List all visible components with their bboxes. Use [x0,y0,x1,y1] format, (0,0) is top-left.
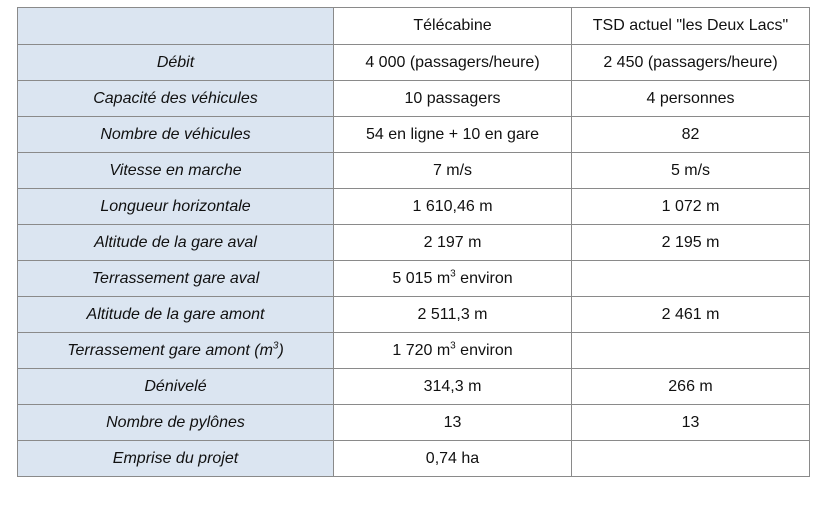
row-label-emprise: Emprise du projet [17,440,334,477]
header-corner-cell [17,7,334,45]
cell-telecabine-terrassement-aval: 5 015 m3 environ [333,260,572,297]
row-label-altitude-aval: Altitude de la gare aval [17,224,334,261]
table-row: Emprise du projet 0,74 ha [17,440,810,477]
cell-tsd-terrassement-amont [571,332,810,369]
cell-telecabine-emprise: 0,74 ha [333,440,572,477]
header-telecabine: Télécabine [333,7,572,45]
table-row: Longueur horizontale 1 610,46 m 1 072 m [17,188,810,225]
table-row: Terrassement gare aval 5 015 m3 environ [17,260,810,297]
row-label-terrassement-amont: Terrassement gare amont (m3) [17,332,334,369]
row-label-terrassement-aval: Terrassement gare aval [17,260,334,297]
cell-telecabine-debit: 4 000 (passagers/heure) [333,44,572,81]
table-row: Altitude de la gare amont 2 511,3 m 2 46… [17,296,810,333]
cell-telecabine-nombre-vehicules: 54 en ligne + 10 en gare [333,116,572,153]
table-row: Capacité des véhicules 10 passagers 4 pe… [17,80,810,117]
cell-telecabine-vitesse: 7 m/s [333,152,572,189]
cell-telecabine-longueur: 1 610,46 m [333,188,572,225]
table-row: Débit 4 000 (passagers/heure) 2 450 (pas… [17,44,810,81]
cell-telecabine-pylones: 13 [333,404,572,441]
cell-tsd-debit: 2 450 (passagers/heure) [571,44,810,81]
cell-tsd-capacite: 4 personnes [571,80,810,117]
row-label-debit: Débit [17,44,334,81]
table-row: Terrassement gare amont (m3) 1 720 m3 en… [17,332,810,369]
cell-tsd-altitude-aval: 2 195 m [571,224,810,261]
cell-tsd-vitesse: 5 m/s [571,152,810,189]
table-row: Vitesse en marche 7 m/s 5 m/s [17,152,810,189]
table-row: Dénivelé 314,3 m 266 m [17,368,810,405]
row-label-capacite: Capacité des véhicules [17,80,334,117]
cell-telecabine-altitude-aval: 2 197 m [333,224,572,261]
cell-tsd-altitude-amont: 2 461 m [571,296,810,333]
cell-telecabine-altitude-amont: 2 511,3 m [333,296,572,333]
superscript-three: 3 [450,268,456,280]
row-label-longueur: Longueur horizontale [17,188,334,225]
row-label-vitesse: Vitesse en marche [17,152,334,189]
table-row: Altitude de la gare aval 2 197 m 2 195 m [17,224,810,261]
superscript-three: 3 [450,340,456,352]
row-label-nombre-vehicules: Nombre de véhicules [17,116,334,153]
comparison-table-container: Télécabine TSD actuel "les Deux Lacs" Dé… [17,7,810,477]
cell-tsd-terrassement-aval [571,260,810,297]
header-tsd-actuel: TSD actuel "les Deux Lacs" [571,7,810,45]
cell-telecabine-capacite: 10 passagers [333,80,572,117]
table-row: Nombre de pylônes 13 13 [17,404,810,441]
row-label-altitude-amont: Altitude de la gare amont [17,296,334,333]
cell-tsd-pylones: 13 [571,404,810,441]
cell-tsd-longueur: 1 072 m [571,188,810,225]
cell-telecabine-terrassement-amont: 1 720 m3 environ [333,332,572,369]
table-header-row: Télécabine TSD actuel "les Deux Lacs" [17,7,810,45]
superscript-three: 3 [272,340,279,352]
cell-telecabine-denivele: 314,3 m [333,368,572,405]
cell-tsd-denivele: 266 m [571,368,810,405]
cell-tsd-nombre-vehicules: 82 [571,116,810,153]
comparison-table: Télécabine TSD actuel "les Deux Lacs" Dé… [17,7,810,477]
cell-tsd-emprise [571,440,810,477]
row-label-denivele: Dénivelé [17,368,334,405]
row-label-pylones: Nombre de pylônes [17,404,334,441]
table-row: Nombre de véhicules 54 en ligne + 10 en … [17,116,810,153]
